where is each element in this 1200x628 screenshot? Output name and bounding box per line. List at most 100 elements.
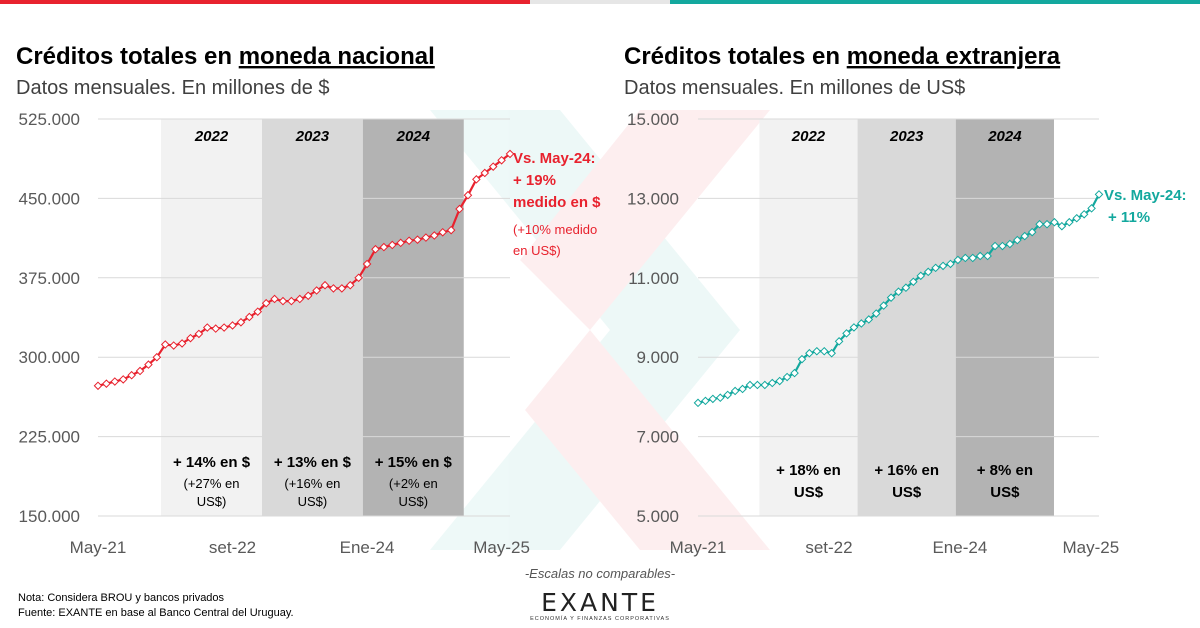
data-point — [202, 323, 212, 332]
x-tick-label: May-21 — [670, 538, 727, 557]
data-point — [693, 398, 703, 408]
band-2022 — [161, 119, 262, 516]
band-growth-label: + 16% en — [874, 462, 939, 479]
x-tick-label: May-21 — [70, 538, 127, 557]
y-tick-label: 450.000 — [19, 189, 80, 208]
data-point — [236, 317, 246, 327]
x-tick-label: Ene-24 — [340, 538, 395, 557]
data-point — [127, 370, 136, 380]
data-point — [745, 380, 755, 390]
data-point — [312, 286, 321, 295]
data-point — [329, 284, 338, 293]
band-growth-sub: (+2% en — [389, 476, 438, 491]
data-point — [1042, 219, 1052, 229]
scales-note: -Escalas no comparables- — [524, 566, 676, 581]
data-point — [767, 378, 777, 388]
data-point — [371, 244, 380, 254]
data-point — [295, 294, 305, 304]
data-point — [497, 155, 506, 165]
band-growth-sub: US$) — [197, 494, 227, 509]
data-point — [723, 390, 733, 400]
annotation-sub: (+10% medido — [513, 222, 597, 237]
data-point — [805, 348, 814, 358]
band-growth-label: + 15% en $ — [375, 454, 453, 471]
chart-title: Créditos totales en moneda nacional — [16, 43, 435, 70]
y-tick-label: 225.000 — [19, 428, 80, 447]
annotation-sub: en US$) — [513, 243, 561, 258]
watermark-x — [430, 110, 770, 550]
band-growth-sub: US$ — [794, 484, 824, 501]
data-point — [387, 240, 397, 250]
data-point — [160, 340, 170, 349]
data-point — [144, 360, 153, 369]
data-point — [938, 261, 948, 271]
data-point — [186, 333, 195, 343]
y-tick-label: 5.000 — [636, 507, 679, 526]
band-growth-sub: US$) — [398, 494, 428, 509]
x-tick-label: set-22 — [209, 538, 256, 557]
data-point — [923, 267, 933, 277]
data-point — [211, 324, 221, 333]
data-point — [871, 309, 881, 318]
chart-title-plain: Créditos totales en — [624, 43, 847, 70]
data-point — [287, 296, 296, 306]
y-tick-label: 375.000 — [19, 269, 80, 288]
data-point — [194, 329, 204, 339]
data-point — [354, 273, 363, 283]
chart-title-plain: Créditos totales en — [16, 43, 239, 70]
data-point — [1079, 209, 1089, 219]
data-point — [278, 296, 288, 306]
band-2023 — [261, 119, 363, 516]
chart-title-underlined: moneda nacional — [239, 43, 435, 70]
data-point — [488, 162, 498, 171]
data-point — [708, 394, 718, 404]
data-point — [413, 235, 422, 244]
data-point — [1035, 219, 1044, 229]
data-point — [438, 227, 448, 237]
data-point — [864, 315, 874, 324]
band-year-label: 2024 — [396, 128, 431, 145]
data-point — [379, 242, 389, 252]
y-tick-label: 7.000 — [636, 428, 679, 447]
data-point — [715, 393, 725, 403]
data-point — [320, 280, 330, 290]
data-point — [983, 251, 992, 261]
annotation-line: Vs. May-24: — [1104, 187, 1187, 204]
top-bar-red — [0, 0, 530, 4]
band-2022 — [759, 119, 858, 516]
data-point — [219, 323, 229, 332]
band-2024 — [362, 119, 464, 516]
data-point — [1057, 221, 1067, 231]
band-growth-label: + 14% en $ — [173, 454, 251, 471]
data-point — [463, 190, 473, 200]
data-point — [812, 346, 822, 356]
chart-subtitle: Datos mensuales. En millones de $ — [16, 77, 330, 99]
band-2024 — [955, 119, 1054, 516]
data-point — [110, 377, 120, 386]
y-tick-label: 15.000 — [627, 110, 679, 129]
y-tick-label: 300.000 — [19, 348, 80, 367]
data-point — [894, 287, 903, 297]
y-tick-label: 9.000 — [636, 348, 679, 367]
data-point — [404, 236, 414, 246]
data-point — [916, 271, 926, 281]
data-point — [253, 307, 263, 316]
logo-tagline: ECONOMÍA Y FINANZAS CORPORATIVAS — [530, 616, 670, 622]
footer-fuente: Fuente: EXANTE en base al Banco Central … — [18, 607, 294, 619]
data-point — [990, 241, 1000, 251]
chart-extranjera: Créditos totales en moneda extranjera Dat… — [624, 43, 1187, 557]
data-point — [886, 293, 896, 302]
data-point — [228, 321, 237, 330]
chart-nacional: Créditos totales en moneda nacional Datos… — [16, 43, 601, 557]
data-point — [245, 312, 254, 322]
band-growth-sub: (+27% en — [184, 476, 240, 491]
data-point — [797, 354, 807, 364]
y-tick-label: 11.000 — [628, 269, 679, 288]
data-point — [505, 149, 515, 159]
data-point — [421, 233, 431, 242]
chart-title-underlined: moneda extranjera — [847, 43, 1061, 70]
data-point — [827, 348, 836, 358]
data-point — [446, 225, 456, 235]
data-point — [1013, 235, 1022, 245]
